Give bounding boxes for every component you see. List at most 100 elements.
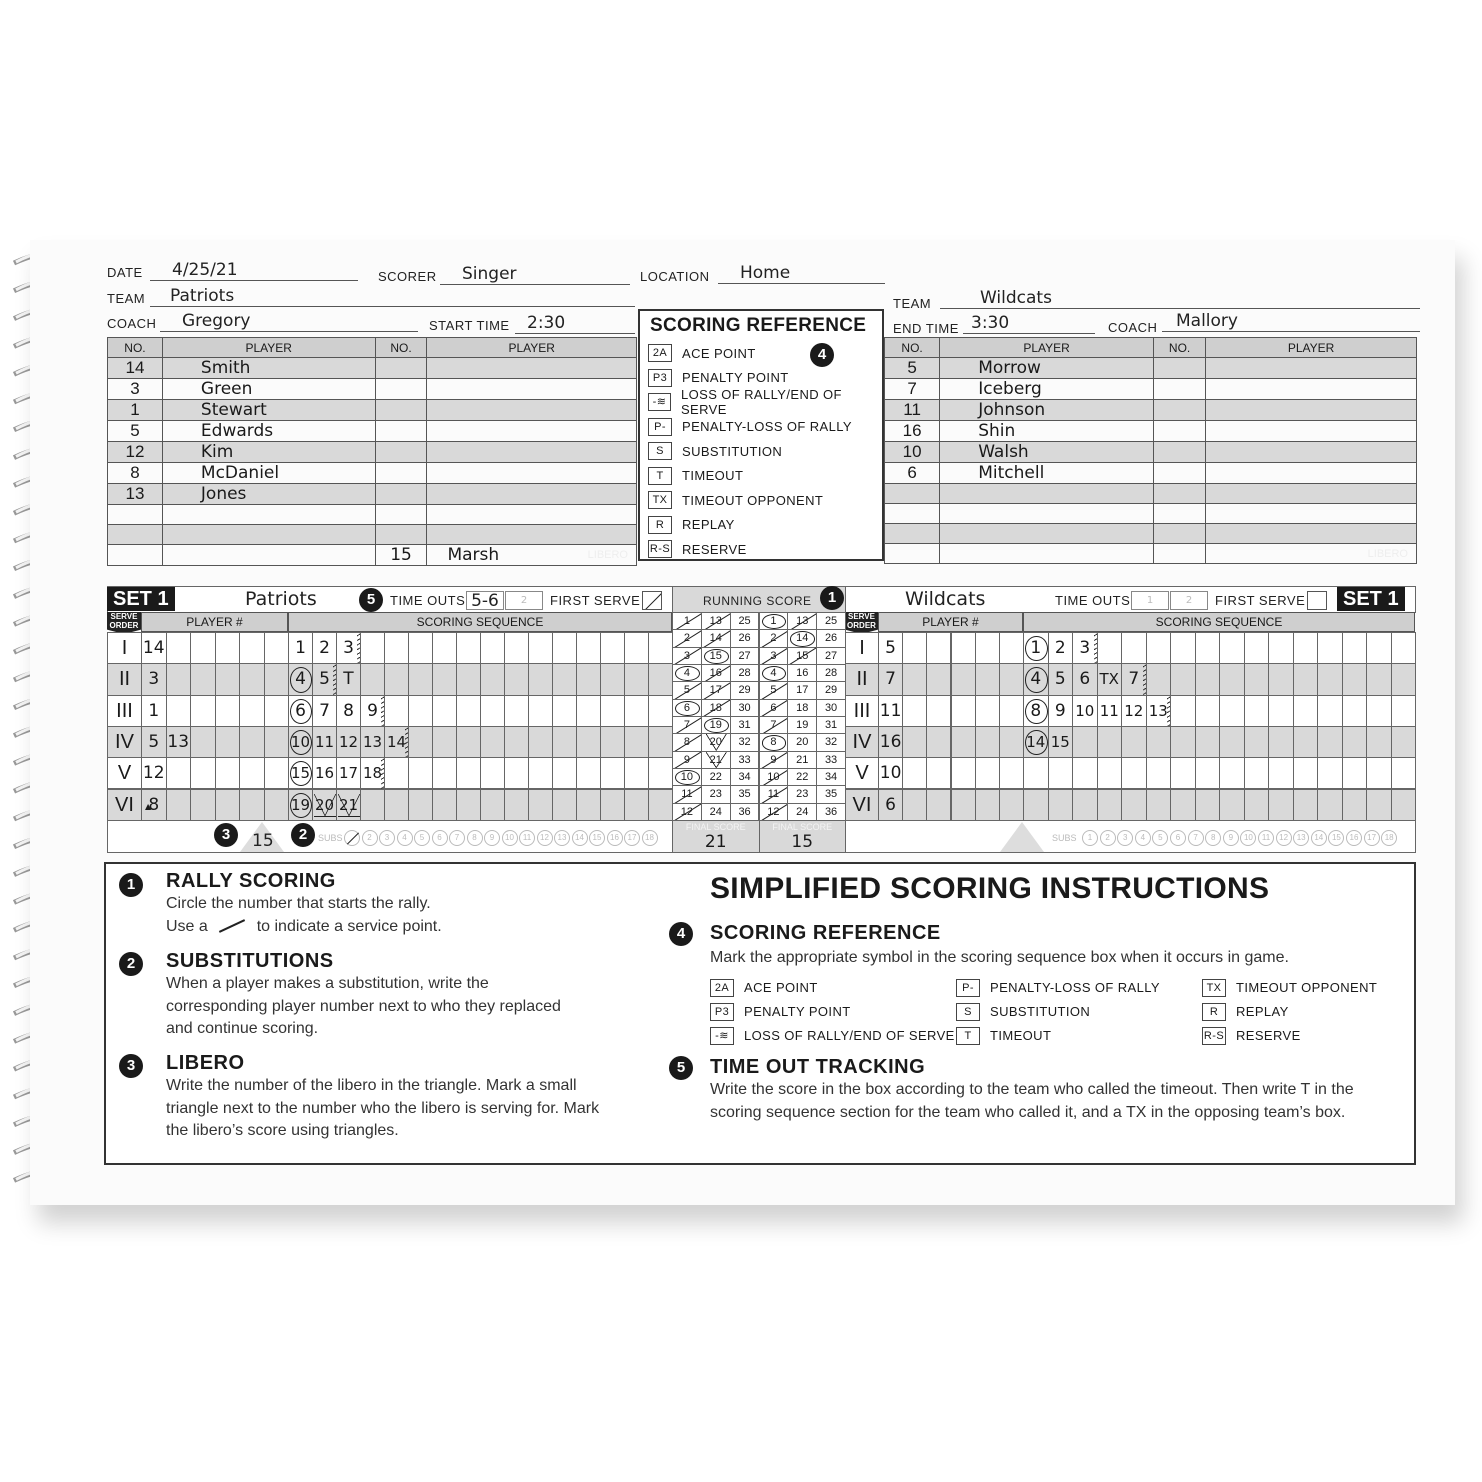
sequence-cell[interactable] — [1170, 694, 1196, 727]
player-number-2[interactable] — [374, 504, 428, 525]
player-cell[interactable] — [214, 632, 240, 665]
sequence-cell[interactable] — [1317, 694, 1343, 727]
sequence-cell[interactable] — [1292, 757, 1318, 790]
sequence-cell[interactable] — [408, 725, 433, 759]
sequence-cell[interactable]: 11 — [312, 725, 337, 759]
sequence-cell[interactable] — [576, 632, 601, 665]
sequence-cell[interactable]: 7 — [1121, 663, 1151, 696]
sub-circle-3[interactable]: 3 — [379, 830, 395, 846]
player-cell[interactable] — [974, 788, 1000, 821]
player-name-2[interactable] — [426, 483, 637, 505]
sequence-cell[interactable] — [1194, 725, 1220, 759]
sequence-cell[interactable] — [408, 663, 433, 696]
player-name[interactable]: Mitchell — [939, 462, 1154, 484]
running-score-cell[interactable]: 10 — [758, 768, 789, 788]
sequence-cell[interactable] — [552, 632, 577, 665]
sequence-cell[interactable]: 11 — [1096, 694, 1122, 727]
running-score-cell[interactable]: 18 — [787, 698, 818, 717]
sequence-cell[interactable] — [600, 694, 625, 727]
player-name-2[interactable] — [426, 441, 637, 463]
sequence-cell[interactable] — [480, 663, 505, 696]
sequence-cell[interactable] — [648, 757, 673, 790]
player-cell[interactable] — [239, 663, 265, 696]
sequence-cell[interactable] — [1219, 725, 1245, 759]
sequence-cell[interactable]: 3 — [1072, 632, 1102, 665]
player-number-2[interactable] — [1152, 420, 1207, 442]
sequence-cell[interactable] — [1317, 632, 1343, 665]
player-cell[interactable] — [950, 725, 976, 759]
sequence-cell[interactable] — [456, 663, 481, 696]
running-score-cell[interactable]: 21 — [700, 750, 731, 769]
running-score-cell[interactable]: 34 — [729, 768, 760, 787]
player-cell[interactable]: 16 — [878, 725, 904, 759]
running-score-cell[interactable]: 26 — [816, 629, 846, 648]
player-cell[interactable]: 3 — [141, 663, 167, 696]
player-cell[interactable] — [214, 725, 240, 759]
sequence-cell[interactable]: 6 — [288, 694, 313, 727]
running-score-cell[interactable]: 31 — [816, 716, 846, 735]
running-score-cell[interactable]: 32 — [729, 733, 760, 752]
player-cell[interactable]: ▲ 8 — [141, 788, 167, 821]
sub-circle-6[interactable]: 6 — [1170, 830, 1186, 846]
sequence-cell[interactable] — [360, 632, 385, 665]
player-number-2[interactable] — [1152, 543, 1207, 564]
player-number[interactable]: 3 — [107, 378, 163, 400]
player-number-2[interactable] — [374, 378, 428, 400]
player-name[interactable]: Iceberg — [939, 378, 1154, 400]
sequence-cell[interactable] — [504, 757, 529, 790]
sequence-cell[interactable]: 2 — [1047, 632, 1073, 665]
player-name[interactable]: Edwards — [161, 420, 376, 442]
player-cell[interactable] — [950, 694, 976, 727]
sequence-cell[interactable] — [1194, 632, 1220, 665]
player-name-2[interactable] — [1205, 462, 1417, 484]
player-name-2[interactable] — [426, 378, 637, 400]
sequence-cell[interactable]: 14 — [384, 725, 413, 759]
sequence-cell[interactable] — [1243, 694, 1269, 727]
sequence-cell[interactable] — [1292, 694, 1318, 727]
player-name-2[interactable]: LIBERO — [1205, 543, 1417, 564]
sequence-cell[interactable] — [504, 725, 529, 759]
sub-circle-1[interactable] — [344, 830, 360, 846]
player-cell[interactable] — [998, 757, 1024, 790]
sequence-cell[interactable] — [1390, 725, 1416, 759]
player-cell[interactable] — [902, 663, 928, 696]
player-name-2[interactable] — [1205, 357, 1417, 379]
sequence-cell[interactable] — [1366, 788, 1392, 821]
running-score-cell[interactable]: 34 — [816, 768, 846, 787]
player-number-2[interactable] — [1152, 503, 1207, 524]
sequence-cell[interactable] — [432, 725, 457, 759]
sequence-cell[interactable] — [456, 725, 481, 759]
player-cell[interactable] — [239, 788, 265, 821]
running-score-cell[interactable]: 12 — [672, 802, 702, 822]
player-number-2[interactable] — [1152, 357, 1207, 379]
sequence-cell[interactable] — [552, 694, 577, 727]
sequence-cell[interactable] — [648, 725, 673, 759]
player-name-2[interactable] — [426, 524, 637, 545]
running-score-cell[interactable]: 15 — [700, 646, 731, 665]
sequence-cell[interactable] — [1292, 632, 1318, 665]
player-cell[interactable] — [190, 632, 216, 665]
player-cell[interactable] — [165, 788, 191, 821]
running-score-cell[interactable]: 6 — [758, 698, 789, 718]
sequence-cell[interactable] — [1145, 757, 1171, 790]
sequence-cell[interactable] — [552, 788, 577, 821]
player-cell[interactable] — [902, 694, 928, 727]
sub-circle-10[interactable]: 10 — [1240, 830, 1257, 846]
running-score-cell[interactable]: 20 — [700, 733, 731, 752]
running-score-cell[interactable]: 33 — [816, 750, 846, 769]
sequence-cell[interactable] — [1243, 663, 1269, 696]
player-name[interactable]: McDaniel — [161, 462, 376, 484]
player-cell[interactable] — [263, 725, 289, 759]
running-score-cell[interactable]: 27 — [816, 646, 846, 665]
running-score-cell[interactable]: 13 — [700, 612, 731, 632]
player-number-2[interactable] — [1152, 523, 1207, 544]
player-cell[interactable]: 5 — [141, 725, 167, 759]
sequence-cell[interactable] — [1366, 725, 1392, 759]
player-name-2[interactable] — [426, 504, 637, 525]
sequence-cell[interactable] — [384, 663, 409, 696]
sequence-cell[interactable] — [648, 694, 673, 727]
player-name-2[interactable] — [1205, 378, 1417, 400]
sequence-cell[interactable] — [1170, 788, 1196, 821]
player-number[interactable]: 5 — [107, 420, 163, 442]
player-cell[interactable] — [974, 663, 1000, 696]
